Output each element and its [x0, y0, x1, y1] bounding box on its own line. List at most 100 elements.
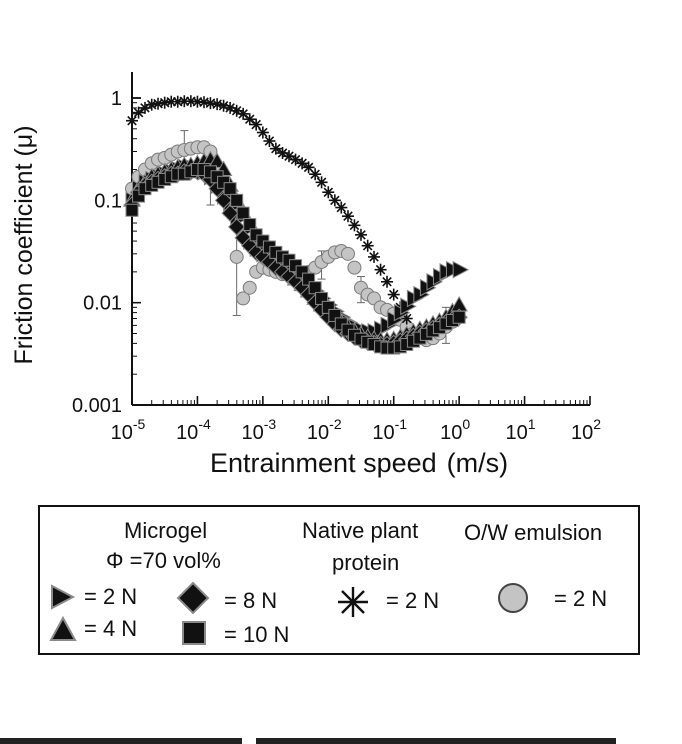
x-tick-label: 10-2 — [307, 416, 342, 444]
asterisk-stroke — [297, 158, 307, 169]
point-asterisk — [269, 142, 282, 155]
asterisk-stroke — [388, 289, 399, 300]
asterisk-stroke — [172, 96, 183, 107]
x-tick-exponent: 2 — [593, 416, 601, 432]
series-triangle-right — [125, 158, 470, 341]
x-tick-label: 101 — [506, 416, 536, 444]
tick-labels: 10-5 10-4 10-3 10-2 10-1 100 101 1020.0010.010.… — [72, 88, 601, 444]
x-tick-base: 10 — [372, 422, 394, 444]
point-circle — [229, 249, 244, 264]
point-circle — [236, 291, 251, 306]
asterisk-stroke — [153, 98, 163, 109]
asterisk-stroke — [310, 169, 320, 179]
asterisk-stroke — [127, 115, 137, 126]
x-tick-base: 10 — [571, 422, 593, 444]
x-tick-base: 10 — [176, 422, 198, 444]
point-asterisk — [368, 250, 381, 263]
point-triangle-right — [452, 260, 470, 279]
asterisk-stroke — [225, 103, 235, 113]
x-tick-base: 10 — [307, 422, 329, 444]
point-square — [452, 310, 466, 324]
asterisk-stroke — [251, 119, 261, 130]
legend-microgel-10n: = 10 N — [224, 622, 290, 647]
point-diamond — [227, 218, 246, 236]
asterisk-stroke — [284, 151, 294, 161]
point-square — [308, 281, 322, 295]
point-asterisk — [309, 168, 322, 181]
triangle-up-icon — [49, 615, 77, 641]
x-tick-label: 10-1 — [372, 416, 407, 444]
point-asterisk — [256, 126, 269, 139]
asterisk-stroke — [264, 136, 275, 146]
point-square — [223, 182, 237, 196]
y-tick-label: 1 — [111, 88, 122, 110]
x-tick-base: 10 — [506, 422, 528, 444]
asterisk-stroke — [356, 230, 366, 240]
triangle-right-icon — [51, 584, 76, 610]
diamond-icon — [176, 581, 210, 615]
point-asterisk — [211, 98, 224, 111]
point-diamond — [214, 191, 233, 210]
legend-microgel-subtitle: Φ =70 vol% — [106, 548, 221, 573]
series-square — [125, 163, 466, 355]
x-tick-exponent: -4 — [198, 416, 211, 432]
legend-microgel-8n: = 8 N — [224, 588, 278, 613]
bottom-edge-strip-right — [256, 738, 616, 744]
series-asterisk — [126, 95, 413, 325]
x-tick-label: 10-5 — [111, 416, 146, 444]
asterisk-stroke — [133, 107, 144, 118]
point-asterisk — [250, 118, 263, 131]
x-tick-exponent: -3 — [264, 416, 277, 432]
asterisk-stroke — [271, 143, 281, 154]
x-axis-label-unit: (m/s) — [447, 448, 508, 478]
asterisk-stroke — [303, 162, 314, 173]
x-tick-exponent: -2 — [329, 416, 342, 432]
square-icon — [182, 621, 206, 645]
x-tick-label: 10-4 — [176, 416, 211, 444]
asterisk-stroke — [401, 313, 412, 324]
asterisk-stroke — [244, 114, 255, 125]
x-tick-label: 100 — [440, 416, 470, 444]
asterisk-stroke — [218, 100, 229, 111]
point-asterisk — [132, 106, 145, 119]
point-asterisk — [126, 114, 138, 127]
point-circle — [347, 260, 362, 275]
point-asterisk — [341, 210, 354, 223]
y-axis-label: Friction coefficient (μ) — [10, 125, 38, 364]
point-square — [230, 193, 244, 207]
asterisk-stroke — [258, 127, 268, 138]
point-square — [236, 206, 250, 220]
legend-plant-title-line1: Native plant — [302, 518, 419, 543]
asterisk-icon — [338, 587, 368, 617]
legend-plant-2n: = 2 N — [386, 588, 440, 613]
series-diamond — [123, 163, 468, 354]
friction-chart: 10-5 10-4 10-3 10-2 10-1 100 101 1020.0010.010.… — [10, 72, 601, 478]
asterisk-stroke — [316, 177, 327, 188]
point-asterisk — [361, 239, 374, 252]
y-tick-label: 0.01 — [83, 293, 122, 315]
asterisk-stroke — [375, 264, 386, 275]
point-asterisk — [263, 135, 276, 148]
x-tick-exponent: 0 — [462, 416, 470, 432]
x-tick-exponent: -5 — [133, 416, 146, 432]
legend-plant-title-line2: protein — [332, 550, 400, 575]
legend-box: Microgel Φ =70 vol% = 2 N = 8 N = 4 N = … — [38, 505, 640, 655]
asterisk-stroke — [369, 252, 379, 262]
x-tick-exponent: 1 — [528, 416, 536, 432]
legend-emulsion-title: O/W emulsion — [464, 520, 603, 545]
circle-icon — [498, 583, 528, 613]
x-tick-base: 10 — [111, 422, 133, 444]
x-axis-label: Entrainment speed (m/s) — [210, 448, 508, 478]
bottom-edge-strip-left — [0, 738, 242, 744]
legend-microgel-title: Microgel — [124, 518, 208, 543]
asterisk-stroke — [362, 240, 373, 251]
point-asterisk — [348, 219, 361, 232]
point-asterisk — [374, 263, 387, 276]
point-circle — [340, 246, 355, 261]
x-axis-label-text: Entrainment speed — [210, 448, 437, 478]
x-tick-base: 10 — [440, 422, 462, 444]
legend-microgel-2n: = 2 N — [84, 584, 138, 609]
asterisk-stroke — [231, 106, 242, 116]
x-tick-label: 10-3 — [242, 416, 277, 444]
asterisk-stroke — [343, 211, 353, 221]
